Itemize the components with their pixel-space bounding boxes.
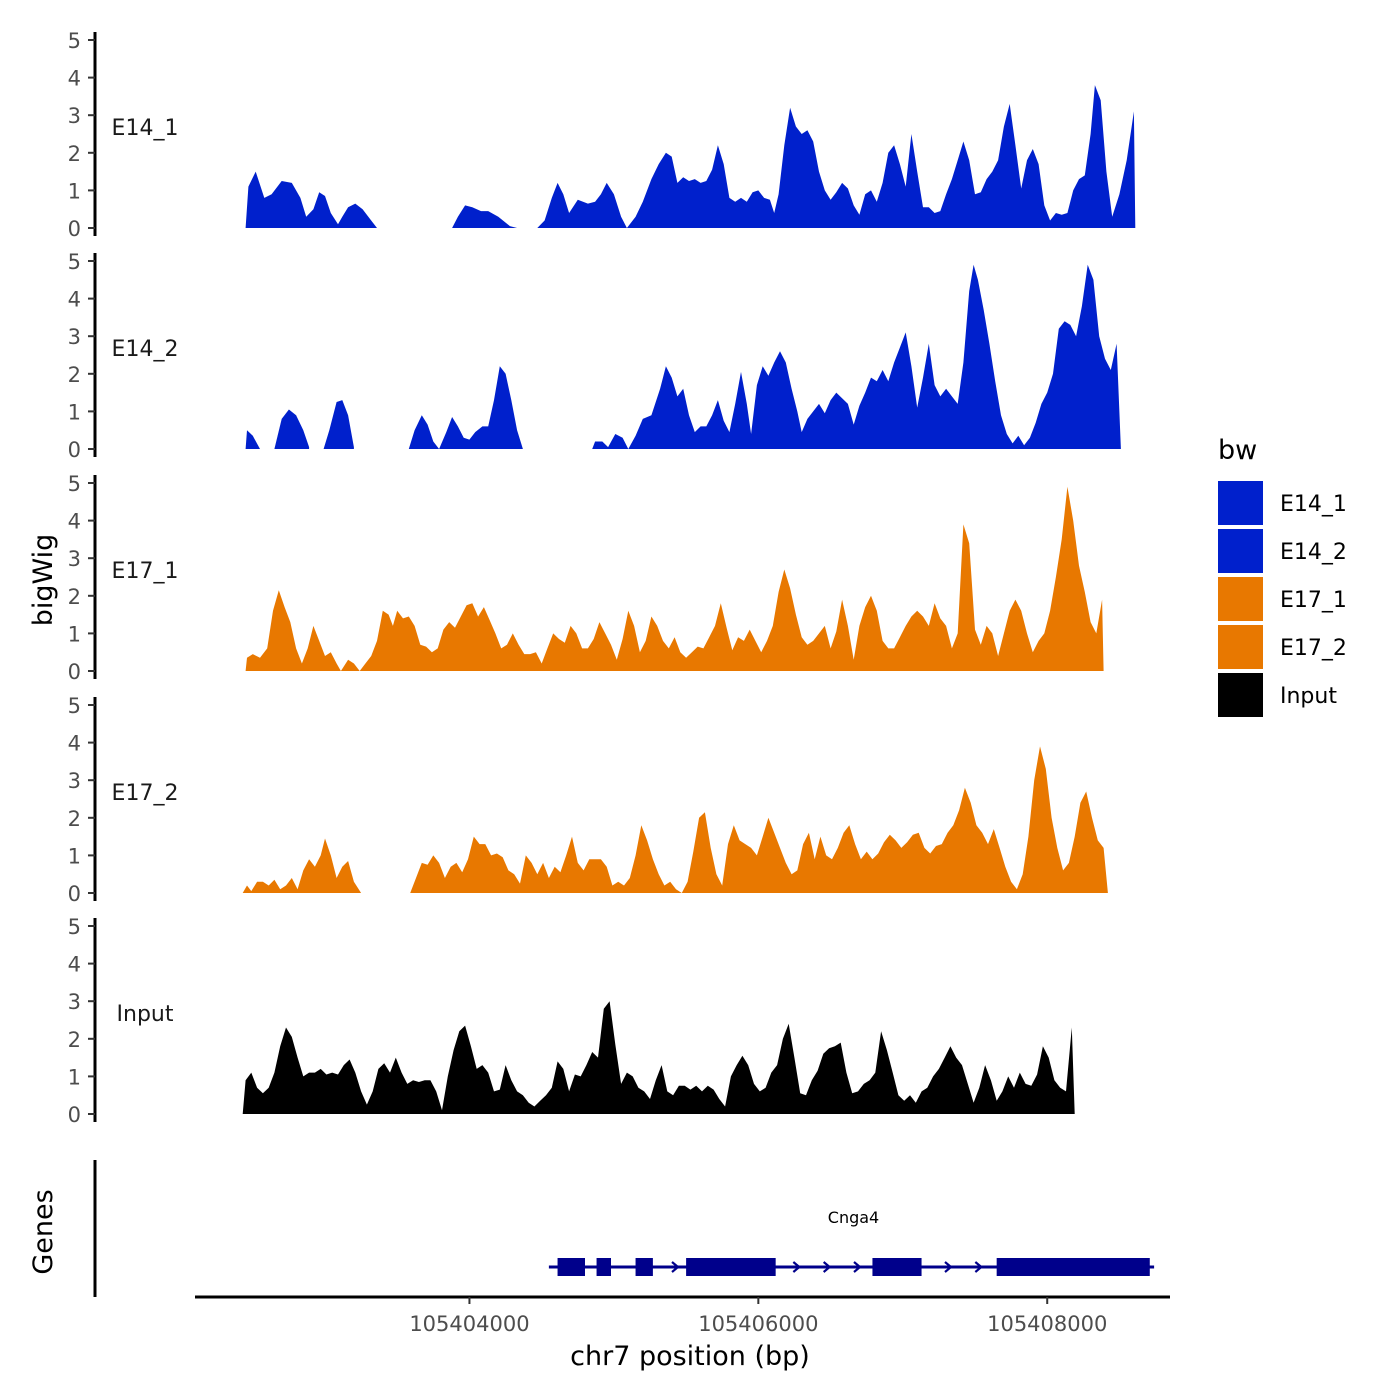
- x-axis-title: chr7 position (bp): [570, 1341, 810, 1372]
- y-tick-label-Input-4: 4: [68, 953, 81, 977]
- y-tick-label-E17_1-2: 2: [68, 585, 81, 609]
- x-tick-label-0: 105404000: [409, 1312, 529, 1336]
- y-tick-label-E14_1-2: 2: [68, 142, 81, 166]
- track-area-E14_2-4: [592, 264, 1121, 449]
- gene-exon-3: [686, 1258, 776, 1276]
- track-area-E14_1-1: [452, 205, 518, 228]
- track-area-E14_1-2: [537, 85, 1136, 228]
- x-axis: 105404000 105406000 105408000: [195, 1295, 1170, 1336]
- legend-swatch-E14_2: [1218, 529, 1263, 573]
- gene-exon-5: [996, 1258, 1150, 1276]
- track-E14_2: 0 1 2 3 4 5 E14_2: [68, 250, 1121, 462]
- track-E14_1: 0 1 2 3 4 5 E14_1: [68, 29, 1136, 241]
- track-area-E17_2-0: [242, 838, 362, 893]
- legend-swatch-E17_1: [1218, 577, 1263, 621]
- gene-strand-arrow-4: [944, 1261, 953, 1273]
- y-tick-label-E17_2-4: 4: [68, 732, 81, 756]
- track-label-E14_2: E14_2: [112, 337, 179, 362]
- y-tick-label-E17_2-1: 1: [68, 844, 81, 868]
- track-label-E17_2: E17_2: [112, 781, 179, 806]
- gene-exon-4: [872, 1258, 922, 1276]
- track-area-E14_2-2: [323, 400, 354, 449]
- x-tick-label-2: 105408000: [987, 1312, 1107, 1336]
- legend-label-Input: Input: [1280, 684, 1337, 709]
- legend-swatch-Input: [1218, 673, 1263, 717]
- track-area-E14_2-0: [245, 430, 260, 449]
- y-tick-label-E14_2-1: 1: [68, 400, 81, 424]
- y-tick-label-Input-0: 0: [68, 1103, 81, 1127]
- track-Input: 0 1 2 3 4 5 Input: [68, 915, 1075, 1127]
- track-area-Input-0: [242, 1001, 1075, 1114]
- y-axis-title: bigWig: [28, 534, 59, 627]
- gene-strand-arrow-3: [853, 1261, 862, 1273]
- gene-strand-arrow-0: [671, 1261, 680, 1273]
- x-tick-label-1: 105406000: [698, 1312, 818, 1336]
- y-tick-label-E14_2-3: 3: [68, 325, 81, 349]
- track-area-E14_2-1: [274, 409, 310, 449]
- gene-panel-title: Genes: [28, 1189, 59, 1274]
- y-tick-label-E17_1-4: 4: [68, 510, 81, 534]
- y-tick-label-E17_2-0: 0: [68, 882, 81, 906]
- track-label-E17_1: E17_1: [112, 559, 179, 584]
- legend-swatch-E17_2: [1218, 625, 1263, 669]
- y-tick-label-E17_1-0: 0: [68, 660, 81, 684]
- y-tick-label-E17_1-5: 5: [68, 472, 81, 496]
- gene-strand-arrow-5: [974, 1261, 984, 1273]
- gene-exon-1: [596, 1258, 611, 1276]
- gene-label: Cnga4: [828, 1208, 879, 1227]
- y-tick-label-E14_1-0: 0: [68, 217, 81, 241]
- legend-title: bw: [1218, 435, 1257, 466]
- gene-exon-0: [557, 1258, 585, 1276]
- track-area-E17_1-0: [245, 486, 1104, 671]
- y-tick-label-E14_1-4: 4: [68, 67, 81, 91]
- track-label-E14_1: E14_1: [112, 116, 179, 141]
- y-tick-label-Input-1: 1: [68, 1065, 81, 1089]
- y-tick-label-E17_2-3: 3: [68, 769, 81, 793]
- track-E17_2: 0 1 2 3 4 5 E17_2: [68, 694, 1108, 906]
- tracks-layer: 0 1 2 3 4 5 E14_1 0 1 2 3 4 5 E14_2 0 1 2 3 4 5 E17_1 0 1 2 3 4 5 E…: [68, 29, 1136, 1127]
- gene-strand-arrow-1: [792, 1261, 802, 1273]
- y-tick-label-E14_1-5: 5: [68, 29, 81, 53]
- track-label-Input: Input: [117, 1002, 174, 1027]
- y-tick-label-E14_2-0: 0: [68, 438, 81, 462]
- gene-strand-arrow-2: [822, 1261, 832, 1273]
- y-tick-label-E17_1-3: 3: [68, 547, 81, 571]
- legend-swatch-E14_1: [1218, 481, 1263, 525]
- y-tick-label-Input-5: 5: [68, 915, 81, 939]
- y-tick-label-Input-3: 3: [68, 990, 81, 1014]
- y-tick-label-E17_1-1: 1: [68, 622, 81, 646]
- track-area-E14_2-3: [408, 366, 523, 449]
- y-tick-label-E17_2-5: 5: [68, 694, 81, 718]
- track-area-E17_2-1: [410, 746, 1108, 893]
- legend-label-E17_2: E17_2: [1280, 636, 1347, 661]
- legend: bw E14_1 E14_2 E17_1 E17_2 Input: [1218, 435, 1347, 717]
- y-tick-label-E14_2-5: 5: [68, 250, 81, 274]
- y-tick-label-E14_1-1: 1: [68, 179, 81, 203]
- y-tick-label-E17_2-2: 2: [68, 807, 81, 831]
- track-E17_1: 0 1 2 3 4 5 E17_1: [68, 472, 1104, 684]
- y-tick-label-Input-2: 2: [68, 1028, 81, 1052]
- track-area-E14_1-0: [245, 171, 377, 228]
- gene-panel: Cnga4: [93, 1160, 1155, 1297]
- y-tick-label-E14_1-3: 3: [68, 104, 81, 128]
- legend-label-E17_1: E17_1: [1280, 588, 1347, 613]
- legend-label-E14_1: E14_1: [1280, 492, 1347, 517]
- y-tick-label-E14_2-4: 4: [68, 288, 81, 312]
- legend-label-E14_2: E14_2: [1280, 540, 1347, 565]
- y-tick-label-E14_2-2: 2: [68, 363, 81, 387]
- gene-exon-2: [635, 1258, 653, 1276]
